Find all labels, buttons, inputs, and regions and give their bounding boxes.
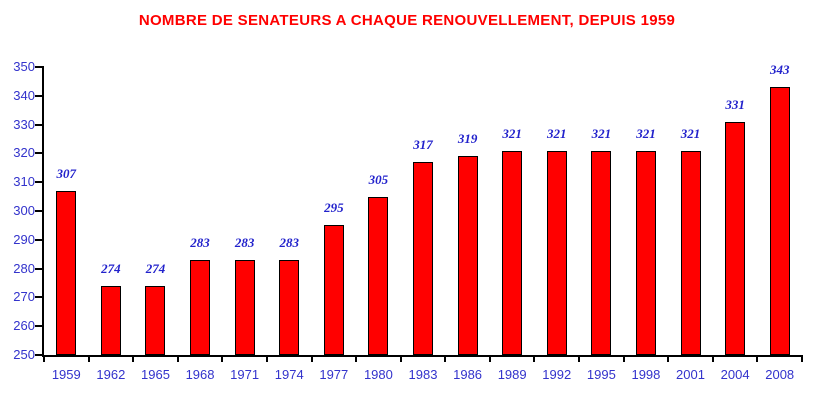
bar-1983 [413, 162, 433, 355]
y-tick [35, 296, 42, 299]
x-axis-label: 1962 [96, 367, 126, 382]
y-tick-label: 300 [13, 203, 35, 218]
x-tick [578, 357, 581, 362]
bar-2004 [725, 121, 746, 355]
x-tick [667, 357, 670, 362]
x-tick [533, 357, 536, 362]
y-tick [35, 66, 42, 68]
bar-value-label: 317 [413, 137, 433, 153]
y-tick [35, 123, 42, 126]
y-tick-label: 340 [13, 87, 35, 103]
y-tick-label: 280 [13, 260, 35, 276]
x-tick [756, 357, 759, 362]
x-tick [399, 357, 402, 362]
bar-1968 [190, 259, 211, 355]
x-tick [488, 357, 491, 362]
y-tick-label: 350 [13, 59, 35, 74]
bar-value-label: 274 [145, 260, 166, 276]
y-tick-label: 270 [13, 289, 35, 305]
y-tick [35, 152, 42, 155]
bar-2001 [680, 150, 701, 355]
x-tick [132, 357, 135, 362]
y-tick [35, 94, 42, 97]
x-axis-label: 1968 [185, 367, 215, 382]
bar-value-label: 343 [769, 62, 790, 78]
bar-value-label: 321 [502, 125, 522, 141]
bar-value-label: 307 [56, 165, 77, 181]
bar-2008 [769, 87, 790, 355]
x-axis-label: 2008 [765, 367, 795, 382]
x-axis-label: 1965 [141, 367, 170, 382]
x-tick [221, 357, 224, 362]
bar-1959 [56, 190, 77, 355]
x-tick [176, 357, 179, 362]
y-tick-label: 310 [13, 174, 35, 190]
x-tick [801, 357, 803, 362]
x-axis-label: 2004 [720, 367, 750, 382]
bar-value-label: 321 [680, 125, 701, 141]
x-tick [622, 357, 625, 362]
bar-value-label: 283 [234, 234, 255, 250]
x-axis-label: 1995 [586, 367, 616, 382]
y-tick [35, 181, 42, 184]
bar-value-label: 283 [190, 234, 210, 250]
x-tick [355, 357, 358, 362]
x-axis-label: 1974 [274, 367, 304, 382]
x-axis-label: 1989 [497, 367, 527, 382]
x-axis-line [42, 355, 803, 357]
x-axis-label: 1983 [408, 367, 438, 382]
x-axis-label: 1959 [51, 367, 81, 382]
bar-value-label: 321 [591, 125, 612, 141]
bar-value-label: 283 [279, 234, 299, 250]
y-tick [35, 210, 42, 212]
y-axis-line [42, 66, 44, 357]
x-axis-label: 1980 [363, 367, 393, 382]
x-tick [87, 357, 90, 362]
bar-value-label: 319 [457, 131, 478, 147]
bar-1965 [145, 285, 166, 355]
y-tick [35, 354, 42, 356]
bar-1995 [591, 150, 612, 355]
x-tick [310, 357, 313, 362]
bar-value-label: 331 [725, 96, 745, 112]
x-tick [711, 357, 714, 362]
y-tick-label: 330 [13, 116, 35, 132]
bar-1962 [100, 285, 121, 355]
y-tick [35, 238, 42, 241]
bar-1992 [546, 150, 567, 355]
x-axis-label: 1992 [542, 367, 572, 382]
bar-1980 [368, 196, 389, 355]
bar-value-label: 305 [368, 171, 389, 187]
x-axis-label: 2001 [676, 367, 705, 382]
x-axis-label: 1977 [319, 367, 349, 382]
bar-value-label: 321 [547, 125, 567, 141]
x-axis-label: 1971 [230, 367, 260, 382]
y-tick [35, 325, 42, 328]
y-tick-label: 320 [13, 145, 35, 161]
y-tick-label: 290 [13, 231, 35, 247]
x-tick [444, 357, 447, 362]
x-tick [43, 357, 45, 362]
x-axis-label: 1998 [631, 367, 661, 382]
x-axis-label: 1986 [453, 367, 483, 382]
bar-1971 [234, 259, 255, 355]
bar-1998 [635, 150, 656, 355]
bar-value-label: 295 [324, 200, 344, 216]
y-tick-label: 250 [13, 347, 35, 362]
bar-1977 [323, 225, 344, 355]
bar-1974 [279, 259, 300, 355]
y-tick-label: 260 [13, 318, 35, 334]
x-tick [265, 357, 268, 362]
chart-title: NOMBRE DE SENATEURS A CHAQUE RENOUVELLEM… [138, 12, 676, 29]
y-tick [35, 267, 42, 270]
bar-1989 [502, 150, 523, 355]
bar-1986 [457, 156, 478, 355]
bar-value-label: 321 [636, 125, 656, 141]
bar-value-label: 274 [101, 260, 121, 276]
